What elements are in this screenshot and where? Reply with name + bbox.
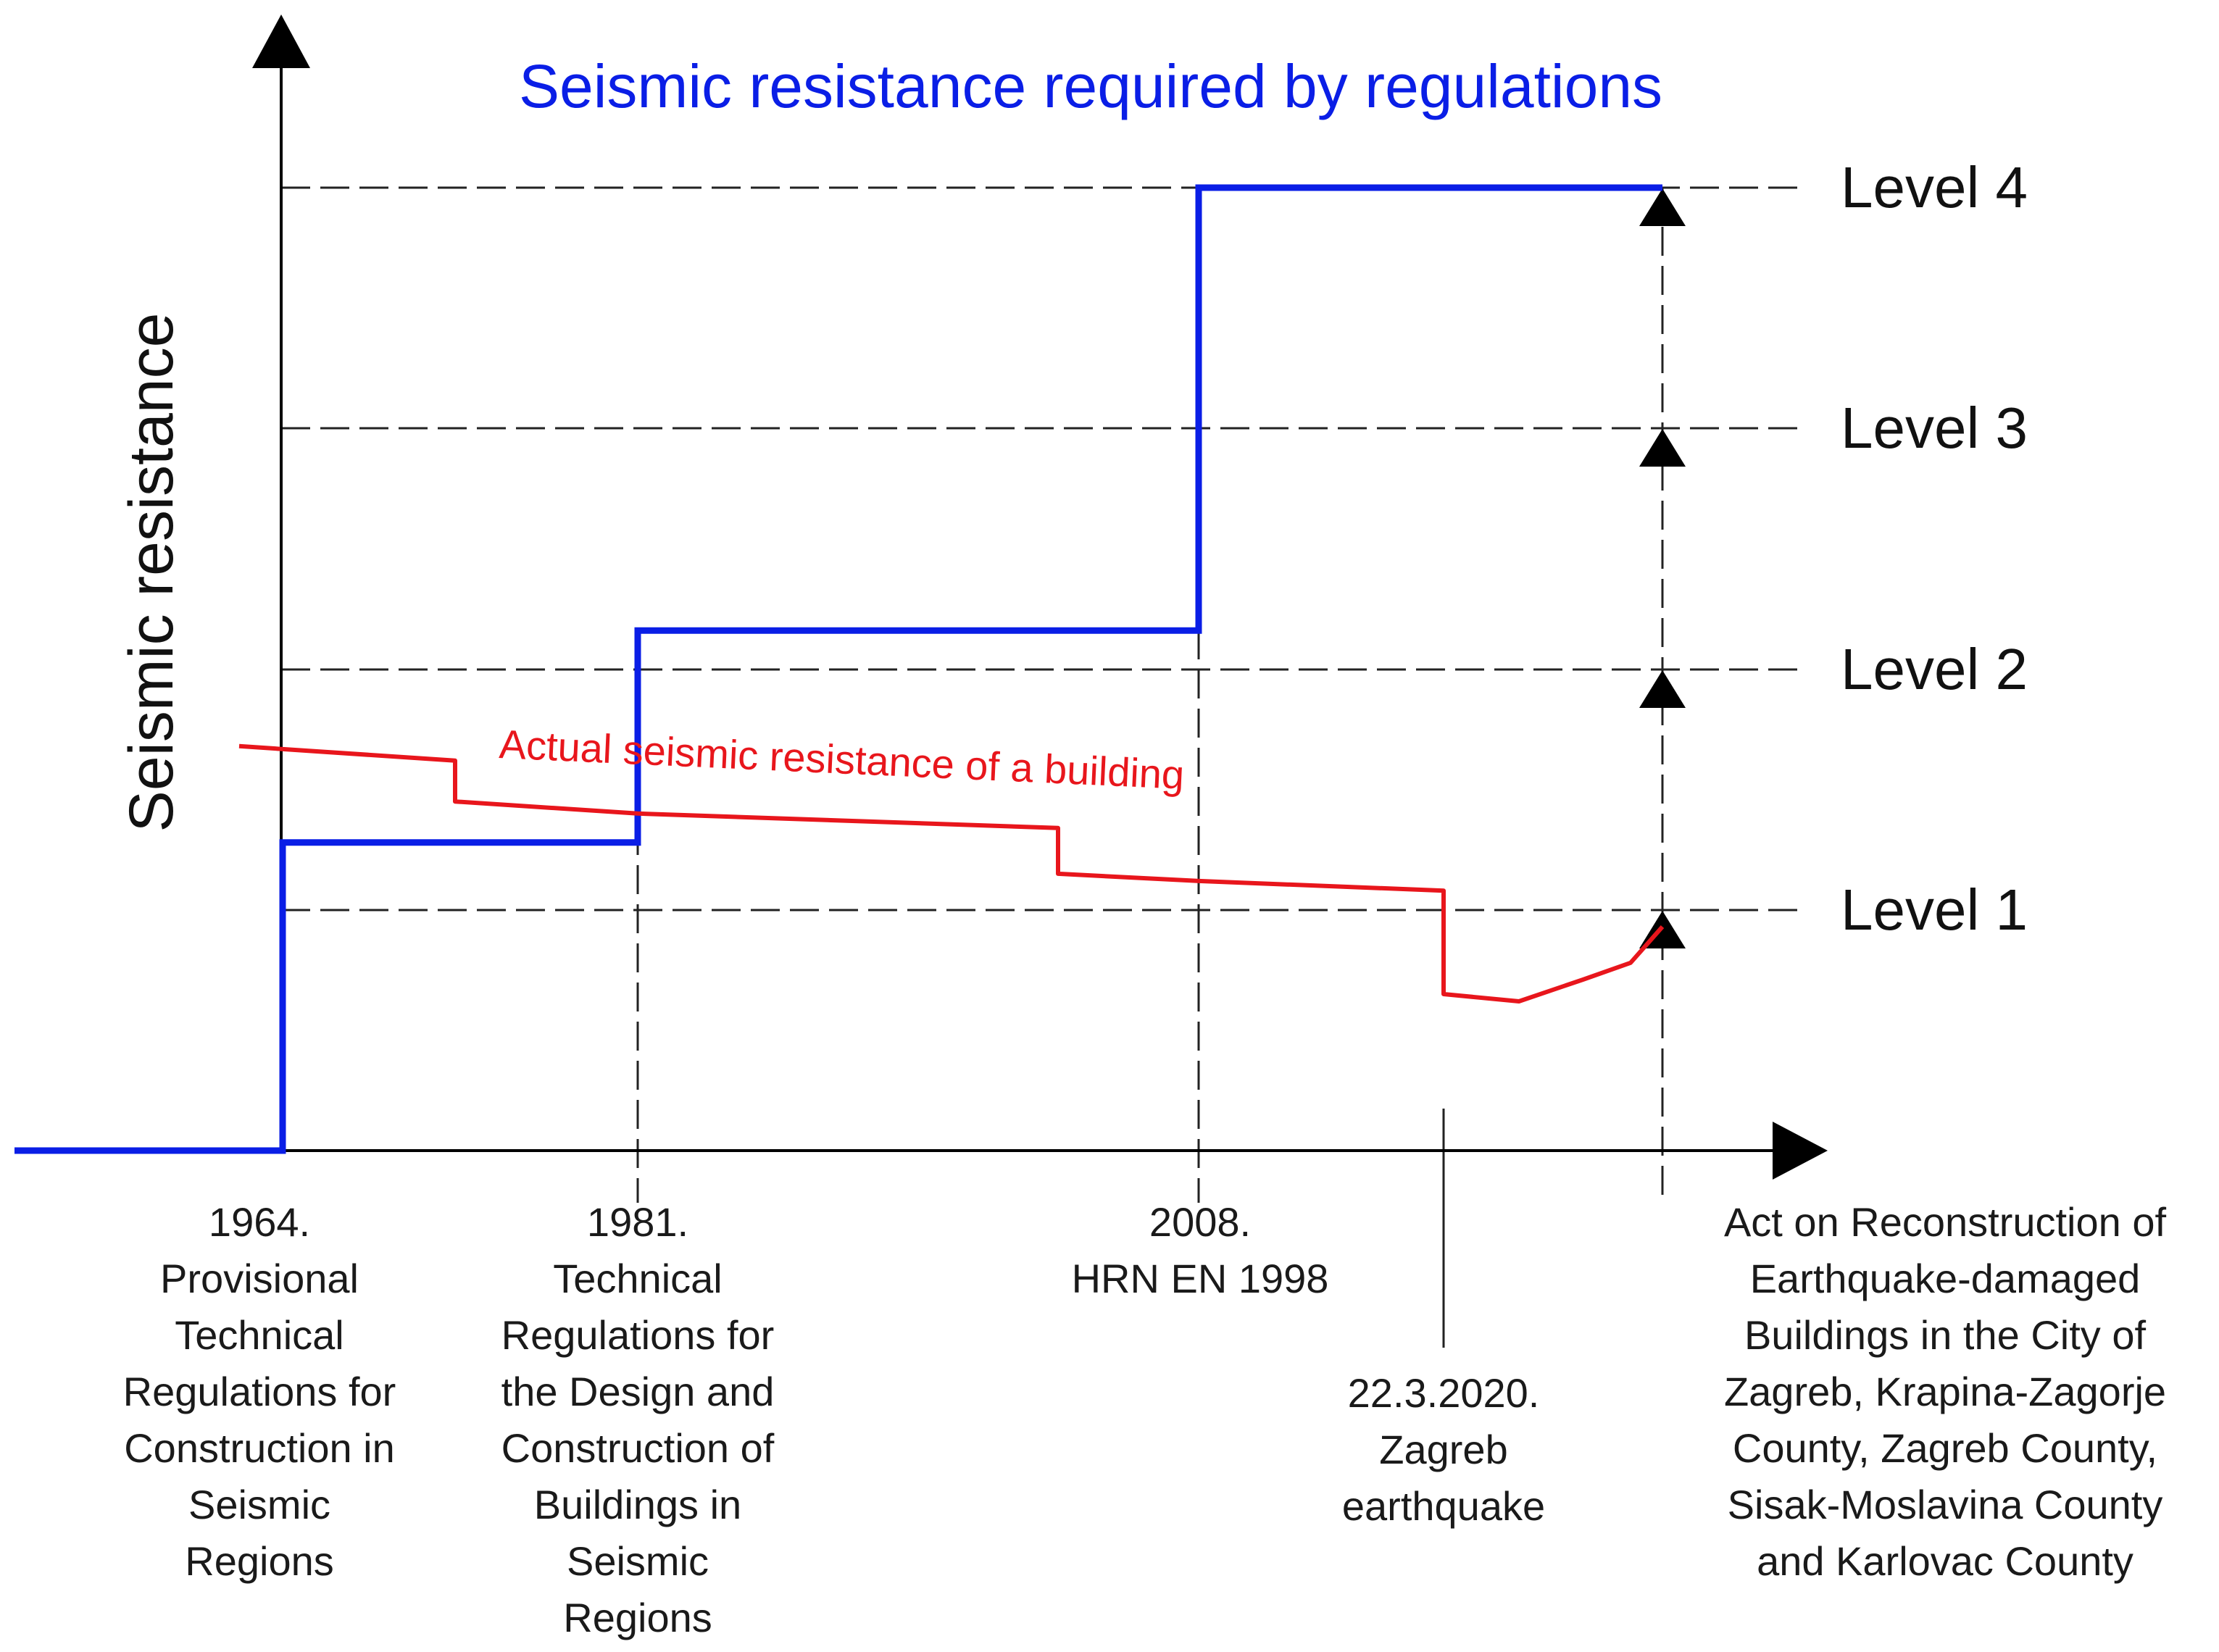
arrow-up-icon [1639, 188, 1686, 226]
annotation-line: Seismic [567, 1538, 709, 1584]
chart-title: Seismic resistance required by regulatio… [519, 52, 1662, 120]
annotation-line: Technical [553, 1256, 722, 1301]
annotation-act: Act on Reconstruction of Earthquake-damag… [1724, 1199, 2167, 1584]
series-actual-resistance [238, 743, 1665, 1004]
level-4-label: Level 4 [1841, 155, 2028, 220]
y-axis-arrow-icon [252, 14, 310, 68]
annotation-line: Construction of [501, 1425, 775, 1471]
annotation-line: Earthquake-damaged [1750, 1256, 2141, 1301]
annotation-line: Regions [185, 1538, 333, 1584]
annotation-line: 1981. [587, 1199, 688, 1245]
actual-resistance-label: Actual seismic resistance of a building [498, 721, 1185, 798]
annotation-line: 1964. [209, 1199, 310, 1245]
series-required-resistance [14, 184, 1662, 1154]
annotation-line: Regulations for [501, 1312, 775, 1358]
annotation-line: Technical [175, 1312, 344, 1358]
annotation-line: Act on Reconstruction of [1724, 1199, 2167, 1245]
annotation-line: Sisak-Moslavina County [1728, 1482, 2163, 1527]
annotation-line: Buildings in [534, 1482, 741, 1527]
annotation-line: earthquake [1342, 1483, 1545, 1529]
annotation-line: Zagreb, Krapina-Zagorje [1724, 1369, 2166, 1414]
annotation-line: Construction in [124, 1425, 395, 1471]
milestone-guides [636, 188, 1664, 1203]
annotation-1964: 1964. Provisional Technical Regulations for… [123, 1199, 396, 1584]
level-gridlines [281, 186, 1804, 911]
annotation-line: and Karlovac County [1757, 1538, 2133, 1584]
annotation-line: 22.3.2020. [1348, 1370, 1540, 1416]
annotation-2020-earthquake: 22.3.2020. Zagreb earthquake [1342, 1370, 1545, 1529]
annotation-line: Regions [563, 1595, 712, 1640]
arrow-up-icon [1639, 429, 1686, 467]
annotation-line: Seismic [188, 1482, 330, 1527]
annotation-1981: 1981. Technical Regulations for the Design … [501, 1199, 775, 1640]
arrow-up-icon [1639, 670, 1686, 708]
level-1-label: Level 1 [1841, 877, 2028, 942]
annotation-line: Regulations for [123, 1369, 396, 1414]
annotation-line: Zagreb [1379, 1427, 1507, 1472]
y-axis-label: Seismic resistance [117, 313, 186, 833]
x-axis-arrow-icon [1773, 1122, 1828, 1180]
level-2-label: Level 2 [1841, 637, 2028, 701]
annotation-line: HRN EN 1998 [1072, 1256, 1329, 1301]
annotation-line: Provisional [160, 1256, 359, 1301]
annotation-line: County, Zagreb County, [1733, 1425, 2157, 1471]
annotation-line: Buildings in the City of [1744, 1312, 2147, 1358]
annotation-line: the Design and [501, 1369, 775, 1414]
level-3-label: Level 3 [1841, 396, 2028, 460]
annotation-line: 2008. [1149, 1199, 1251, 1245]
annotation-2008: 2008. HRN EN 1998 [1072, 1199, 1329, 1301]
